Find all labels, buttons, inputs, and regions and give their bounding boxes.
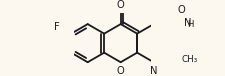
Text: N: N [150, 66, 158, 76]
Text: CH₃: CH₃ [182, 55, 198, 64]
Text: O: O [178, 5, 185, 15]
Text: N: N [184, 18, 191, 28]
Text: H: H [187, 20, 193, 29]
Text: F: F [54, 22, 60, 32]
Text: O: O [117, 0, 124, 10]
Text: O: O [117, 66, 124, 76]
